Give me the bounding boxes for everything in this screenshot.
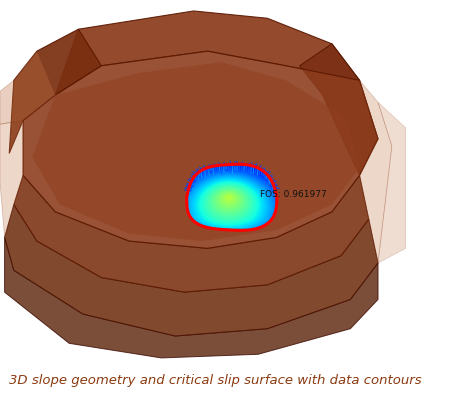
Polygon shape [23,51,378,249]
Polygon shape [14,175,369,292]
Polygon shape [5,204,378,336]
Polygon shape [378,102,406,263]
Polygon shape [360,80,392,263]
Polygon shape [5,237,378,358]
Polygon shape [32,62,360,241]
Polygon shape [9,29,101,153]
Text: 3D slope geometry and critical slip surface with data contours: 3D slope geometry and critical slip surf… [9,374,422,387]
Text: FOS: 0.961977: FOS: 0.961977 [260,190,327,199]
Polygon shape [300,44,378,175]
Polygon shape [0,51,55,124]
Polygon shape [0,121,23,237]
Polygon shape [55,11,360,95]
